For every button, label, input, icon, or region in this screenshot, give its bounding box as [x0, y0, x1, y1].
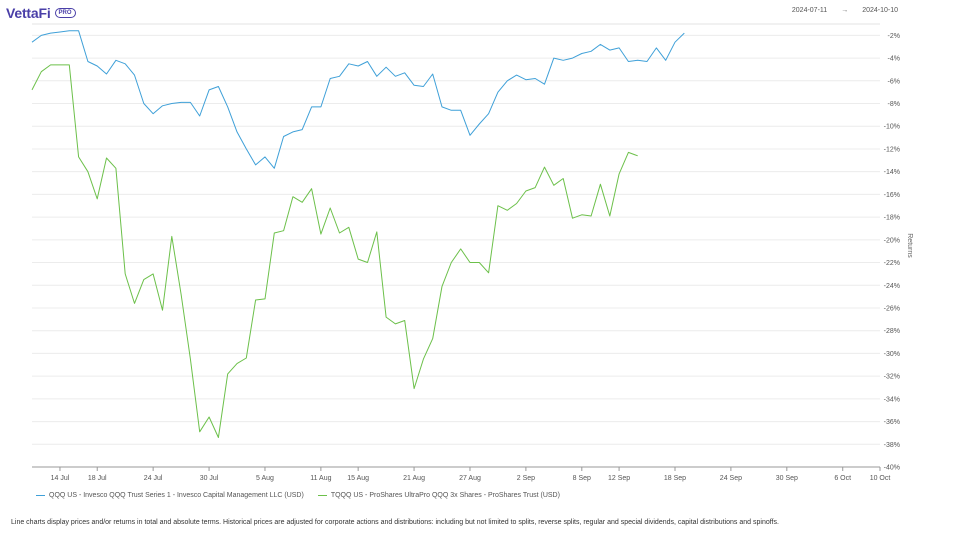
x-tick-label: 12 Sep [608, 475, 630, 482]
y-tick-label: -4% [888, 56, 900, 63]
y-tick-label: -2% [888, 33, 900, 40]
vettafi-logo[interactable]: VettaFi PRO [6, 5, 76, 21]
x-tick-label: 30 Sep [776, 475, 798, 482]
y-tick-label: -16% [884, 192, 900, 199]
y-tick-label: -30% [884, 351, 900, 358]
x-tick-label: 2 Sep [517, 475, 535, 482]
x-tick-label: 18 Sep [664, 475, 686, 482]
y-tick-label: -22% [884, 260, 900, 267]
y-tick-label: -38% [884, 442, 900, 449]
x-tick-label: 30 Jul [200, 475, 219, 482]
pro-badge: PRO [54, 8, 76, 18]
y-tick-label: -24% [884, 283, 900, 290]
x-tick-label: 6 Oct [834, 475, 851, 482]
y-tick-label: -6% [888, 78, 900, 85]
x-tick-label: 24 Sep [720, 475, 742, 482]
legend-swatch-qqq [36, 494, 45, 497]
x-tick-label: 18 Jul [88, 475, 107, 482]
x-tick-label: 24 Jul [144, 475, 163, 482]
x-tick-label: 21 Aug [403, 475, 425, 482]
chart-legend: QQQ US - Invesco QQQ Trust Series 1 - In… [36, 492, 560, 499]
x-tick-label: 5 Aug [256, 475, 274, 482]
series-line-qqq [31, 30, 685, 169]
y-tick-label: -36% [884, 419, 900, 426]
y-tick-label: -8% [888, 101, 900, 108]
legend-item-qqq[interactable]: QQQ US - Invesco QQQ Trust Series 1 - In… [36, 492, 304, 499]
y-tick-label: -26% [884, 305, 900, 312]
x-tick-label: 8 Sep [573, 475, 591, 482]
chart-footnote: Line charts display prices and/or return… [11, 519, 779, 526]
y-axis-title: Returns [906, 233, 913, 258]
y-tick-label: -32% [884, 374, 900, 381]
end-date[interactable]: 2024-10-10 [862, 7, 898, 14]
arrow-right-icon: → [841, 7, 849, 14]
legend-swatch-tqqq [317, 494, 327, 497]
legend-label-tqqq: TQQQ US - ProShares UltraPro QQQ 3x Shar… [330, 492, 560, 499]
y-tick-label: -20% [884, 237, 900, 244]
date-range[interactable]: 2024-07-11 → 2024-10-10 [792, 7, 898, 14]
series-line-tqqq [31, 64, 638, 438]
logo-text: VettaFi [6, 5, 51, 21]
y-tick-label: -10% [884, 124, 900, 131]
y-tick-label: -18% [884, 215, 900, 222]
x-tick-label: 11 Aug [310, 475, 331, 482]
y-tick-label: -34% [884, 396, 900, 403]
x-tick-label: 14 Jul [51, 475, 70, 482]
x-tick-label: 27 Aug [459, 475, 481, 482]
legend-label-qqq: QQQ US - Invesco QQQ Trust Series 1 - In… [49, 492, 304, 499]
x-tick-label: 10 Oct [870, 475, 891, 482]
y-tick-label: -40% [884, 465, 900, 472]
start-date[interactable]: 2024-07-11 [791, 7, 828, 14]
y-tick-label: -12% [884, 146, 900, 153]
y-tick-label: -28% [884, 328, 900, 335]
x-tick-label: 15 Aug [347, 475, 369, 482]
legend-item-tqqq[interactable]: TQQQ US - ProShares UltraPro QQQ 3x Shar… [317, 492, 560, 499]
y-tick-label: -14% [884, 169, 900, 176]
